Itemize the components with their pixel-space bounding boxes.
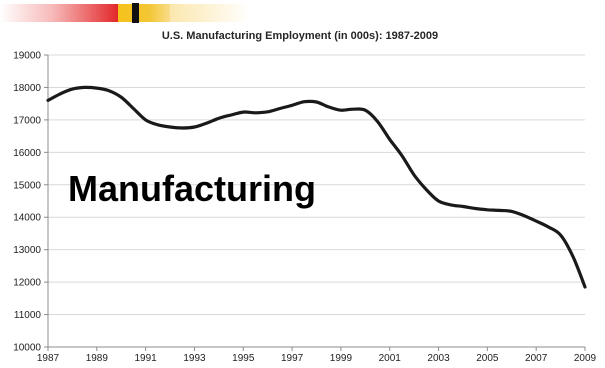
y-tick-label-14000: 14000 [13, 213, 41, 224]
x-tick-label-1995: 1995 [232, 353, 255, 364]
header-band-black-mark [132, 3, 139, 23]
y-tick-labels: 10000 11000 12000 13000 14000 15000 16000 17000… [13, 51, 41, 354]
axes [44, 54, 586, 351]
chart-title: U.S. Manufacturing Employment (in 000s):… [162, 30, 438, 42]
series-line-manufacturing-employment [46, 85, 587, 289]
x-tick-label-2005: 2005 [476, 353, 499, 364]
x-tick-labels: 1987 1989 1991 1993 1995 1997 1999 2001 2003 2005… [37, 353, 597, 364]
x-tick-label-2001: 2001 [379, 353, 402, 364]
header-band-fade [170, 4, 250, 22]
manufacturing-annotation: Manufacturing [68, 168, 316, 209]
y-tick-label-18000: 18000 [13, 83, 41, 94]
x-tick-label-2009: 2009 [574, 353, 597, 364]
x-tick-label-2003: 2003 [427, 353, 450, 364]
x-tick-label-1997: 1997 [281, 353, 304, 364]
x-tick-label-1991: 1991 [135, 353, 158, 364]
header-band-yellow [118, 4, 170, 22]
x-tick-label-1993: 1993 [183, 353, 206, 364]
x-tick-label-1989: 1989 [86, 353, 109, 364]
y-tick-label-19000: 19000 [13, 51, 41, 62]
y-tick-label-10000: 10000 [13, 343, 41, 354]
x-tick-label-2007: 2007 [525, 353, 548, 364]
header-band-red [0, 4, 118, 22]
header-decoration-band [0, 0, 605, 23]
gridlines [48, 54, 585, 316]
x-tick-label-1999: 1999 [330, 353, 353, 364]
y-tick-label-15000: 15000 [13, 180, 41, 191]
y-tick-label-11000: 11000 [14, 310, 42, 321]
y-tick-label-13000: 13000 [13, 245, 41, 256]
y-tick-label-17000: 17000 [13, 115, 41, 126]
y-tick-label-16000: 16000 [13, 148, 41, 159]
y-tick-label-12000: 12000 [13, 278, 41, 289]
x-tick-label-1987: 1987 [37, 353, 60, 364]
